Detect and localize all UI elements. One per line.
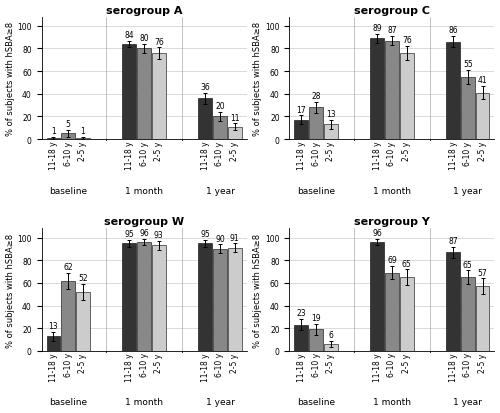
Title: serogroup A: serogroup A <box>106 5 182 16</box>
Bar <box>461 78 474 140</box>
Bar <box>152 54 166 140</box>
Bar <box>198 244 212 351</box>
Bar <box>310 108 323 140</box>
Text: 28: 28 <box>312 92 321 101</box>
Text: 1 year: 1 year <box>454 397 482 406</box>
Bar <box>138 242 151 351</box>
Text: 13: 13 <box>48 321 58 330</box>
Text: 36: 36 <box>200 83 210 92</box>
Bar <box>76 139 90 140</box>
Text: 11: 11 <box>230 113 239 122</box>
Text: 1 month: 1 month <box>125 186 163 195</box>
Text: 65: 65 <box>402 259 411 268</box>
Text: 91: 91 <box>230 233 239 242</box>
Bar <box>400 54 413 140</box>
Text: 65: 65 <box>463 260 472 269</box>
Bar <box>62 281 75 351</box>
Text: 5: 5 <box>66 120 70 129</box>
Text: 95: 95 <box>124 230 134 239</box>
Bar <box>324 344 338 351</box>
Bar <box>138 49 151 140</box>
Bar <box>370 242 384 351</box>
Text: 1 year: 1 year <box>454 186 482 195</box>
Y-axis label: % of subjects with hSBA≥8: % of subjects with hSBA≥8 <box>254 233 262 347</box>
Text: 69: 69 <box>387 256 397 265</box>
Title: serogroup Y: serogroup Y <box>354 217 430 227</box>
Text: baseline: baseline <box>297 397 335 406</box>
Text: 95: 95 <box>200 230 210 239</box>
Text: 86: 86 <box>448 26 458 35</box>
Bar <box>294 121 308 140</box>
Text: 1: 1 <box>80 127 86 136</box>
Text: 96: 96 <box>372 228 382 237</box>
Bar <box>46 336 60 351</box>
Text: 80: 80 <box>139 34 149 43</box>
Text: 87: 87 <box>387 26 397 35</box>
Text: 41: 41 <box>478 76 488 85</box>
Text: 1 month: 1 month <box>373 186 411 195</box>
Text: 17: 17 <box>296 105 306 114</box>
Bar <box>324 125 338 140</box>
Bar <box>122 244 136 351</box>
Text: 55: 55 <box>463 60 472 69</box>
Title: serogroup W: serogroup W <box>104 217 184 227</box>
Text: 62: 62 <box>64 262 73 271</box>
Text: 1 month: 1 month <box>373 397 411 406</box>
Text: 90: 90 <box>215 234 225 243</box>
Text: 96: 96 <box>139 228 149 237</box>
Bar <box>213 117 226 140</box>
Text: 23: 23 <box>296 309 306 318</box>
Bar <box>310 330 323 351</box>
Bar <box>461 278 474 351</box>
Text: 93: 93 <box>154 231 164 240</box>
Text: baseline: baseline <box>297 186 335 195</box>
Y-axis label: % of subjects with hSBA≥8: % of subjects with hSBA≥8 <box>254 22 262 135</box>
Text: baseline: baseline <box>49 186 87 195</box>
Text: 76: 76 <box>402 36 411 45</box>
Bar <box>446 253 460 351</box>
Y-axis label: % of subjects with hSBA≥8: % of subjects with hSBA≥8 <box>6 233 15 347</box>
Text: 87: 87 <box>448 236 458 245</box>
Bar <box>198 99 212 140</box>
Bar <box>228 248 241 351</box>
Text: baseline: baseline <box>49 397 87 406</box>
Bar <box>370 39 384 140</box>
Bar <box>400 278 413 351</box>
Bar <box>62 134 75 140</box>
Text: 1: 1 <box>51 127 56 136</box>
Text: 57: 57 <box>478 268 488 277</box>
Bar <box>122 45 136 140</box>
Text: 6: 6 <box>328 330 333 339</box>
Bar <box>294 325 308 351</box>
Bar <box>228 127 241 140</box>
Text: 89: 89 <box>372 24 382 33</box>
Bar <box>213 249 226 351</box>
Text: 1 month: 1 month <box>125 397 163 406</box>
Y-axis label: % of subjects with hSBA≥8: % of subjects with hSBA≥8 <box>6 22 15 135</box>
Bar <box>476 287 490 351</box>
Bar <box>76 292 90 351</box>
Bar <box>385 273 398 351</box>
Title: serogroup C: serogroup C <box>354 5 430 16</box>
Bar <box>46 139 60 140</box>
Bar <box>476 93 490 140</box>
Text: 52: 52 <box>78 274 88 282</box>
Bar <box>446 43 460 140</box>
Text: 84: 84 <box>124 31 134 40</box>
Text: 13: 13 <box>326 110 336 119</box>
Bar <box>152 246 166 351</box>
Text: 1 year: 1 year <box>206 397 234 406</box>
Text: 76: 76 <box>154 38 164 47</box>
Bar <box>385 41 398 140</box>
Text: 20: 20 <box>215 102 225 111</box>
Text: 19: 19 <box>311 313 321 322</box>
Text: 1 year: 1 year <box>206 186 234 195</box>
